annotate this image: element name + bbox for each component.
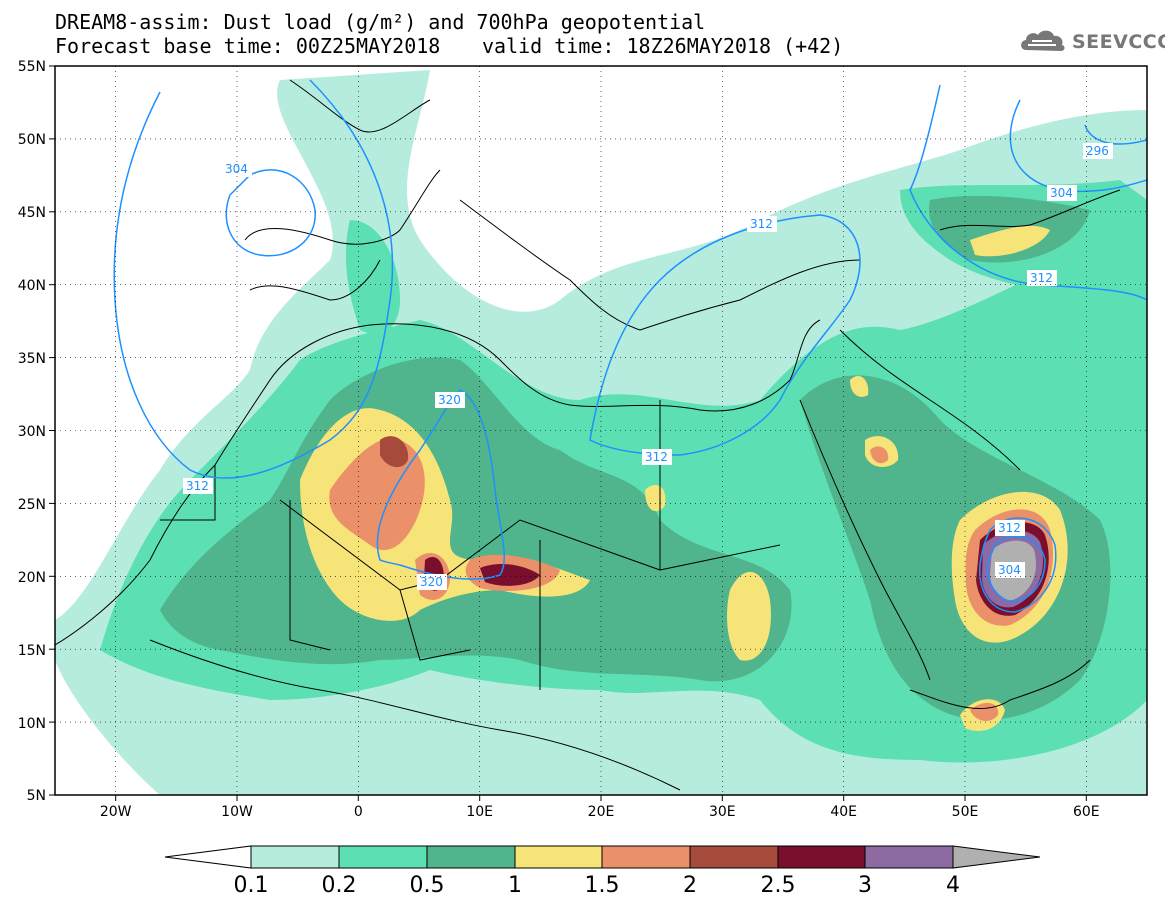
contour-labels: 304 312 296 304 312 320 312 312 320 312 … — [183, 143, 1113, 590]
lat-label: 40N — [18, 278, 46, 294]
lon-label: 0 — [354, 804, 363, 820]
colorbar-swatches — [164, 845, 1041, 869]
seevccc-logo — [1018, 26, 1158, 56]
colorbar-swatch — [952, 845, 1041, 869]
gridlines — [55, 66, 1147, 795]
svg-text:312: 312 — [750, 217, 773, 231]
cloud-logo-icon — [1021, 30, 1065, 51]
valid-time: valid time: 18Z26MAY2018 (+42) — [482, 34, 844, 58]
colorbar-swatch — [601, 845, 691, 869]
colorbar-label: 0.5 — [410, 873, 445, 898]
colorbar-label: 1.5 — [585, 873, 620, 898]
contour-label: 296 — [1083, 143, 1113, 159]
colorbar-label: 2.5 — [761, 873, 796, 898]
contour-label: 320 — [417, 574, 447, 590]
colorbar-swatch — [864, 845, 954, 869]
svg-text:304: 304 — [998, 563, 1021, 577]
colorbar-swatch — [338, 845, 428, 869]
contour-label: 312 — [747, 216, 777, 232]
contour-label: 304 — [995, 562, 1025, 578]
lat-label: 55N — [18, 59, 46, 75]
lat-label: 10N — [18, 716, 46, 732]
svg-text:304: 304 — [225, 162, 248, 176]
lat-label: 35N — [18, 351, 46, 367]
contour-label: 312 — [1027, 270, 1057, 286]
lat-label: 30N — [18, 424, 46, 440]
contour-label: 312 — [183, 478, 213, 494]
svg-text:312: 312 — [186, 479, 209, 493]
lat-label: 5N — [27, 788, 46, 804]
lon-label: 40E — [830, 804, 857, 820]
forecast-base-time: Forecast base time: 00Z25MAY2018 — [55, 34, 441, 58]
colorbar-label: 2 — [683, 873, 697, 898]
colorbar-swatch — [250, 845, 340, 869]
colorbar: 0.1 0.2 0.5 1 1.5 2 2.5 3 4 — [164, 845, 1041, 898]
colorbar-label: 0.2 — [322, 873, 357, 898]
lat-label: 15N — [18, 643, 46, 659]
logo-text: SEEVCCC — [1072, 31, 1165, 53]
map-title: DREAM8-assim: Dust load (g/m²) and 700hP… — [55, 10, 706, 34]
colorbar-label: 0.1 — [234, 873, 269, 898]
colorbar-swatch — [164, 845, 252, 869]
svg-text:296: 296 — [1086, 144, 1109, 158]
svg-text:304: 304 — [1050, 186, 1073, 200]
lon-label: 50E — [952, 804, 979, 820]
tick-marks — [49, 65, 1087, 801]
svg-text:320: 320 — [420, 575, 443, 589]
colorbar-labels: 0.1 0.2 0.5 1 1.5 2 2.5 3 4 — [234, 873, 961, 898]
longitude-labels: 20W 10W 0 10E 20E 30E 40E 50E 60E — [100, 804, 1100, 820]
colorbar-swatch — [514, 845, 603, 869]
colorbar-swatch — [426, 845, 516, 869]
lon-label: 30E — [709, 804, 736, 820]
contour-label: 304 — [222, 161, 252, 177]
contour-label: 304 — [1047, 185, 1077, 201]
svg-text:312: 312 — [998, 521, 1021, 535]
geopotential-contours — [113, 79, 1147, 613]
contour-label: 320 — [435, 392, 465, 408]
lon-label: 20E — [588, 804, 615, 820]
contour-label: 312 — [995, 520, 1025, 536]
contour-label: 312 — [642, 449, 672, 465]
colorbar-label: 3 — [858, 873, 872, 898]
lat-label: 20N — [18, 570, 46, 586]
latitude-labels: 55N 50N 45N 40N 35N 30N 25N 20N 15N 10N … — [18, 59, 46, 804]
lon-label: 10E — [466, 804, 493, 820]
lat-label: 50N — [18, 132, 46, 148]
lon-label: 60E — [1073, 804, 1100, 820]
lon-label: 10W — [221, 804, 253, 820]
colorbar-swatch — [777, 845, 866, 869]
colorbar-label: 4 — [946, 873, 960, 898]
lat-label: 25N — [18, 497, 46, 513]
colorbar-label: 1 — [508, 873, 522, 898]
colorbar-swatch — [689, 845, 779, 869]
lon-label: 20W — [100, 804, 132, 820]
svg-text:312: 312 — [645, 450, 668, 464]
svg-text:312: 312 — [1030, 271, 1053, 285]
svg-text:320: 320 — [438, 393, 461, 407]
lat-label: 45N — [18, 205, 46, 221]
